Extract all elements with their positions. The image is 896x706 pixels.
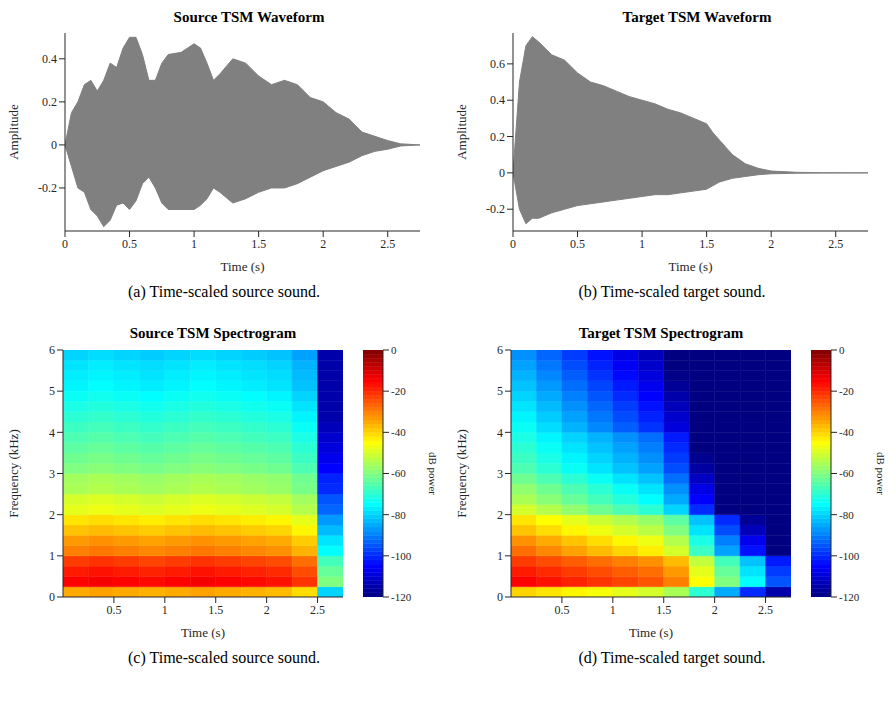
svg-text:Time (s): Time (s): [669, 259, 713, 274]
svg-text:dB power: dB power: [875, 452, 887, 495]
svg-text:0.2: 0.2: [42, 95, 57, 109]
svg-text:1: 1: [162, 603, 168, 617]
svg-text:Frequency (kHz): Frequency (kHz): [6, 429, 21, 517]
svg-text:-100: -100: [839, 550, 860, 562]
svg-text:-0.2: -0.2: [486, 202, 505, 216]
svg-text:Time (s): Time (s): [221, 259, 265, 274]
svg-text:0.5: 0.5: [554, 603, 569, 617]
svg-text:-60: -60: [391, 467, 406, 479]
svg-text:-100: -100: [391, 550, 412, 562]
svg-text:5: 5: [497, 384, 503, 398]
svg-text:6: 6: [49, 344, 55, 357]
svg-text:0: 0: [839, 344, 845, 356]
svg-text:0: 0: [499, 166, 505, 180]
svg-text:6: 6: [497, 344, 503, 357]
svg-text:-20: -20: [391, 385, 406, 397]
html-text:Target TSM Waveform: Target TSM Waveform: [622, 9, 772, 25]
svg-text:-120: -120: [839, 591, 860, 603]
svg-text:3: 3: [49, 467, 55, 481]
svg-text:1: 1: [610, 603, 616, 617]
svg-text:1.5: 1.5: [251, 237, 266, 251]
svg-text:-0.2: -0.2: [38, 181, 57, 195]
svg-text:4: 4: [49, 426, 55, 440]
svg-text:-20: -20: [839, 385, 854, 397]
svg-text:0.5: 0.5: [570, 237, 585, 251]
svg-text:1: 1: [639, 237, 645, 251]
svg-text:3: 3: [497, 467, 503, 481]
svg-text:1: 1: [497, 549, 503, 563]
svg-text:-80: -80: [839, 509, 854, 521]
html-text:(b) Time-scaled target sound.: (b) Time-scaled target sound.: [578, 283, 766, 300]
html-text:(d) Time-scaled target sound.: (d) Time-scaled target sound.: [578, 649, 766, 666]
svg-text:0.4: 0.4: [42, 52, 57, 66]
svg-text:-80: -80: [391, 509, 406, 521]
svg-text:2.5: 2.5: [828, 237, 843, 251]
svg-text:2.5: 2.5: [758, 603, 773, 617]
svg-text:0: 0: [51, 138, 57, 152]
svg-text:5: 5: [49, 384, 55, 398]
svg-text:-120: -120: [391, 591, 412, 603]
svg-text:0: 0: [49, 590, 55, 604]
svg-text:1: 1: [191, 237, 197, 251]
svg-text:2: 2: [264, 603, 270, 617]
svg-text:2: 2: [497, 508, 503, 522]
svg-text:-60: -60: [839, 467, 854, 479]
svg-text:Time (s): Time (s): [181, 625, 225, 640]
svg-text:Amplitude: Amplitude: [6, 104, 21, 160]
svg-text:2: 2: [49, 508, 55, 522]
svg-text:Frequency (kHz): Frequency (kHz): [454, 429, 469, 517]
html-text:(c) Time-scaled source sound.: (c) Time-scaled source sound.: [128, 649, 320, 666]
html-text:Source TSM Waveform: Source TSM Waveform: [173, 9, 325, 25]
svg-text:0.2: 0.2: [490, 130, 505, 144]
svg-text:0: 0: [510, 237, 516, 251]
svg-text:0: 0: [62, 237, 68, 251]
svg-text:0.5: 0.5: [106, 603, 121, 617]
svg-text:0.5: 0.5: [122, 237, 137, 251]
svg-text:-40: -40: [391, 426, 406, 438]
svg-text:0: 0: [391, 344, 397, 356]
html-text:Source TSM Spectrogram: Source TSM Spectrogram: [129, 325, 297, 341]
svg-text:1.5: 1.5: [208, 603, 223, 617]
svg-text:-40: -40: [839, 426, 854, 438]
svg-text:0: 0: [497, 590, 503, 604]
svg-text:1.5: 1.5: [699, 237, 714, 251]
svg-text:Time (s): Time (s): [629, 625, 673, 640]
svg-text:0.4: 0.4: [490, 93, 505, 107]
svg-text:1: 1: [49, 549, 55, 563]
svg-text:dB power: dB power: [427, 452, 439, 495]
svg-text:2.5: 2.5: [310, 603, 325, 617]
svg-text:1.5: 1.5: [656, 603, 671, 617]
svg-text:4: 4: [497, 426, 503, 440]
html-text:Target TSM Spectrogram: Target TSM Spectrogram: [578, 325, 744, 341]
svg-text:2: 2: [712, 603, 718, 617]
svg-text:0.6: 0.6: [490, 57, 505, 71]
html-text:(a) Time-scaled source sound.: (a) Time-scaled source sound.: [128, 283, 320, 300]
svg-text:2: 2: [768, 237, 774, 251]
svg-text:2: 2: [320, 237, 326, 251]
svg-text:2.5: 2.5: [380, 237, 395, 251]
svg-text:Amplitude: Amplitude: [454, 104, 469, 160]
